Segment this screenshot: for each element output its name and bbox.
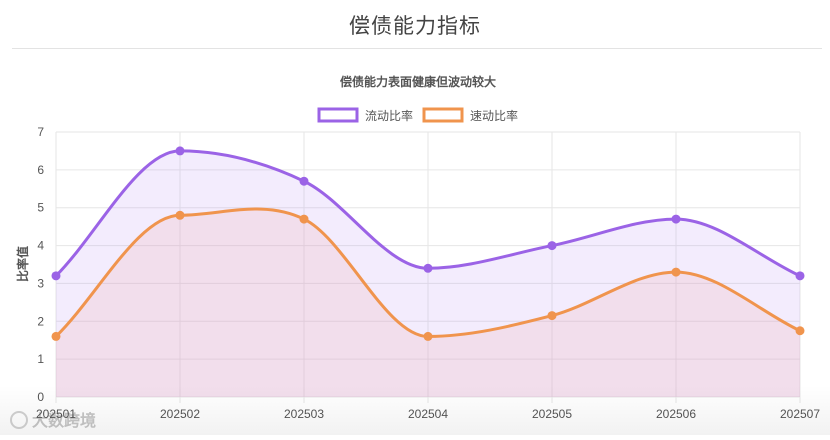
watermark-text: 大数跨境 — [32, 413, 97, 430]
legend-label: 速动比率 — [470, 108, 518, 123]
page-title: 偿债能力指标 — [349, 15, 481, 38]
y-tick-label: 7 — [37, 125, 44, 139]
legend-label: 流动比率 — [365, 108, 413, 123]
data-point — [299, 214, 309, 224]
legend-swatch — [317, 107, 359, 123]
y-tick-label: 3 — [37, 276, 44, 290]
data-point — [671, 267, 681, 277]
x-tick-label: 202505 — [532, 407, 572, 421]
x-tick-label: 202507 — [780, 407, 820, 421]
title-divider — [12, 48, 822, 49]
y-tick-label: 6 — [37, 163, 44, 177]
data-point — [795, 271, 805, 281]
watermark: 大数跨境 — [10, 407, 96, 431]
data-point — [51, 331, 61, 341]
series-area — [56, 208, 800, 397]
x-tick-label: 202503 — [284, 407, 324, 421]
y-tick-label: 4 — [37, 239, 44, 253]
chart-points — [51, 146, 805, 341]
data-point — [423, 263, 433, 273]
y-tick-label: 1 — [37, 352, 44, 366]
y-tick-label: 0 — [37, 390, 44, 404]
chart-legend: 流动比率 速动比率 — [317, 107, 518, 123]
y-tick-label: 2 — [37, 314, 44, 328]
chart-areas — [56, 150, 800, 397]
chart-title: 偿债能力表面健康但波动较大 — [340, 74, 496, 89]
data-point — [175, 210, 185, 220]
x-tick-label: 202501 — [36, 407, 76, 421]
data-point — [671, 214, 681, 224]
data-point — [423, 331, 433, 341]
x-axis-ticks: 202501 202502 202503 202504 202505 202506 2025… — [36, 407, 820, 421]
x-tick-label: 202502 — [160, 407, 200, 421]
data-point — [51, 271, 61, 281]
data-point — [547, 241, 557, 251]
y-axis-ticks: 0 1 2 3 4 5 6 7 — [37, 125, 44, 404]
data-point — [547, 311, 557, 321]
x-tick-label: 202506 — [656, 407, 696, 421]
y-axis-label: 比率值 — [15, 246, 30, 282]
y-tick-label: 5 — [37, 201, 44, 215]
x-tick-label: 202504 — [408, 407, 448, 421]
legend-swatch — [422, 107, 464, 123]
series-area — [56, 150, 800, 397]
data-point — [299, 176, 309, 186]
watermark-logo-icon — [10, 411, 28, 429]
data-point — [175, 146, 185, 156]
data-point — [795, 326, 805, 336]
